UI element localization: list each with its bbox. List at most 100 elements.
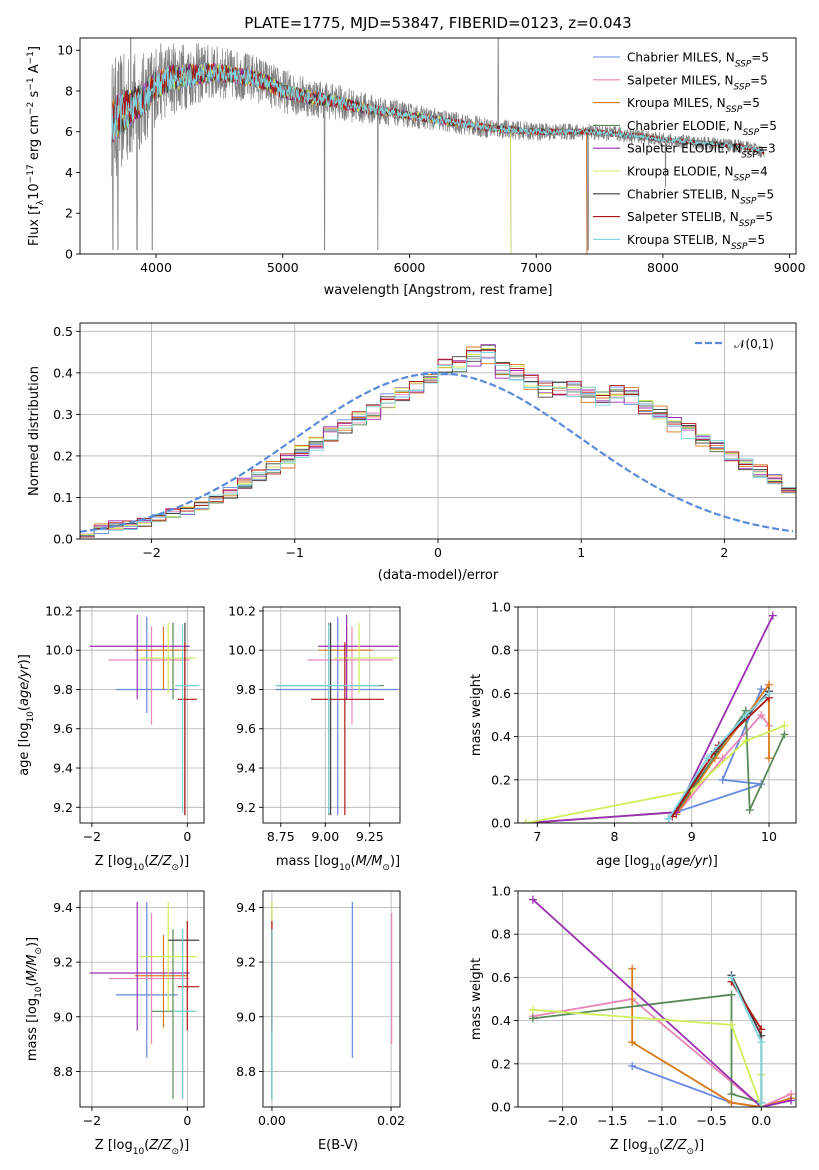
mass-vs-ebv-grid xyxy=(263,891,400,1107)
legend-entry: Salpeter ELODIE, NSSP=3 xyxy=(627,142,776,161)
label-part: A xyxy=(27,64,42,77)
y-tick-label: 9.4 xyxy=(236,900,256,915)
y-tick-label: 0.4 xyxy=(491,1013,511,1028)
mass-vs-ebv-errorbars xyxy=(271,901,393,1099)
series-line xyxy=(676,688,763,814)
x-axis-label: Z [log10(Z/Z⊙)] xyxy=(95,854,189,873)
series-marker xyxy=(727,973,736,982)
x-tick-label: −1.0 xyxy=(647,1113,677,1128)
spectrum-lines xyxy=(111,38,765,254)
label-part: mass [ xyxy=(25,1018,40,1061)
x-tick-label: 2 xyxy=(720,545,728,560)
y-tick-label: 9.2 xyxy=(236,955,256,970)
x-axis-label: mass [log10(M/M⊙)] xyxy=(276,854,400,873)
y-tick-label: 6 xyxy=(65,124,73,139)
label-part: =5 xyxy=(757,187,775,201)
legend-entry: Salpeter STELIB, NSSP=5 xyxy=(627,210,773,229)
label-part: 10 xyxy=(133,863,145,873)
x-tick-label: 0.02 xyxy=(377,1113,405,1128)
label-part: =5 xyxy=(755,210,773,224)
series-marker xyxy=(727,1098,736,1107)
label-part: )] xyxy=(390,854,400,869)
label-part: Chabrier ELODIE, N xyxy=(627,119,743,133)
label-part: Chabrier MILES, N xyxy=(627,51,735,65)
legend-entry: Kroupa ELODIE, NSSP=4 xyxy=(627,165,768,184)
series-marker xyxy=(741,736,750,745)
y-tick-label: 0.0 xyxy=(491,1100,511,1115)
age-vs-mass-frame xyxy=(262,606,401,824)
label-part: Kroupa ELODIE, N xyxy=(627,165,734,179)
age-vs-mass-grid xyxy=(263,607,400,823)
label-part: 10 xyxy=(339,863,351,873)
x-tick-label: 1 xyxy=(577,545,585,560)
y-tick-label: 0.3 xyxy=(53,407,73,422)
x-tick-label: 9 xyxy=(688,829,696,844)
series-marker xyxy=(757,1038,766,1047)
y-tick-label: 10 xyxy=(57,43,73,58)
y-tick-label: 8 xyxy=(65,83,73,98)
label-part: −1 xyxy=(26,51,36,64)
age-vs-Z-frame xyxy=(79,606,205,824)
massweight-vs-Z-frame xyxy=(517,890,797,1108)
label-part: )] xyxy=(179,1138,189,1153)
y-tick-label: 9.0 xyxy=(236,1009,256,1024)
massweight-vs-Z-lines xyxy=(528,895,796,1107)
label-part: Kroupa MILES, N xyxy=(627,96,726,110)
legend-entry: Chabrier ELODIE, NSSP=5 xyxy=(627,119,777,138)
series-marker xyxy=(718,775,727,784)
y-tick-label: 0.6 xyxy=(491,970,511,985)
x-tick-label: −2 xyxy=(142,545,160,560)
series-marker xyxy=(780,721,789,730)
y-tick-label: 10.2 xyxy=(45,603,73,618)
y-tick-label: 9.4 xyxy=(53,761,73,776)
y-tick-label: 0.1 xyxy=(53,490,73,505)
label-part: −17 xyxy=(26,164,36,183)
normal-curve xyxy=(80,372,794,533)
y-tick-label: 0.4 xyxy=(53,365,73,380)
y-tick-label: 10.0 xyxy=(45,643,73,658)
legend-entry: Chabrier STELIB, NSSP=5 xyxy=(627,187,774,206)
model-spectrum-line xyxy=(111,62,765,154)
label-part: )] xyxy=(708,854,718,869)
y-tick-label: 9.8 xyxy=(236,682,256,697)
legend-entry: Kroupa MILES, NSSP=5 xyxy=(627,96,760,115)
y-tick-label: 1.0 xyxy=(491,884,511,899)
series-marker xyxy=(528,1005,537,1014)
series-marker xyxy=(745,806,754,815)
label-part: ( xyxy=(25,981,40,986)
y-tick-label: 10.0 xyxy=(228,643,256,658)
label-part: M/M xyxy=(356,854,383,869)
label-part: log xyxy=(319,854,339,869)
series-marker xyxy=(718,754,727,763)
mass-vs-ebv-frame xyxy=(262,890,401,1108)
label-part: )] xyxy=(179,854,189,869)
label-part: −1 xyxy=(26,77,36,90)
label-part: SSP xyxy=(735,60,752,70)
label-part: 10 xyxy=(26,711,36,723)
series-line xyxy=(525,724,785,823)
series-line xyxy=(675,713,770,815)
massweight-vs-age-frame xyxy=(517,606,797,824)
label-part: Z/Z xyxy=(148,1138,172,1153)
label-part: M/M xyxy=(25,955,40,982)
series-marker xyxy=(764,689,773,698)
y-tick-label: 9.2 xyxy=(53,955,73,970)
label-part: log xyxy=(17,723,32,743)
x-tick-label: 9.00 xyxy=(311,829,339,844)
x-tick-label: 9000 xyxy=(774,260,806,275)
label-part: 10 xyxy=(34,986,44,998)
label-part: SSP xyxy=(743,128,760,138)
series-marker xyxy=(780,730,789,739)
y-tick-label: 9.8 xyxy=(53,682,73,697)
x-tick-label: −1.5 xyxy=(597,1113,627,1128)
y-tick-label: 1.0 xyxy=(491,600,511,615)
y-tick-label: 9.2 xyxy=(236,800,256,815)
label-part: ( xyxy=(17,706,32,711)
label-part: Kroupa STELIB, N xyxy=(627,233,731,247)
label-part: log xyxy=(113,1138,133,1153)
x-axis-label: wavelength [Angstrom, rest frame] xyxy=(324,283,553,298)
y-tick-label: 9.2 xyxy=(53,800,73,815)
label-part: age/yr xyxy=(17,663,32,706)
series-marker xyxy=(628,1038,637,1047)
x-tick-label: 0.0 xyxy=(751,1113,771,1128)
